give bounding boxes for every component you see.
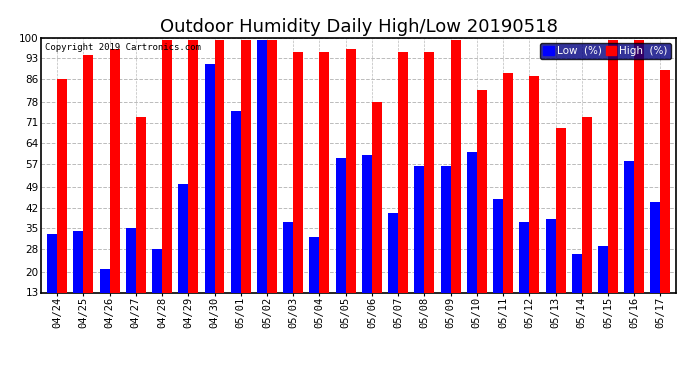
Bar bbox=[110, 49, 119, 292]
Bar bbox=[529, 76, 540, 292]
Bar bbox=[415, 166, 424, 292]
Bar bbox=[162, 40, 172, 292]
Bar bbox=[152, 249, 162, 292]
Bar bbox=[310, 237, 319, 292]
Bar bbox=[136, 117, 146, 292]
Bar bbox=[362, 155, 372, 292]
Bar bbox=[284, 222, 293, 292]
Bar bbox=[477, 90, 487, 292]
Bar bbox=[204, 64, 215, 292]
Text: Copyright 2019 Cartronics.com: Copyright 2019 Cartronics.com bbox=[45, 43, 201, 52]
Bar bbox=[572, 254, 582, 292]
Bar bbox=[388, 213, 398, 292]
Bar bbox=[555, 128, 566, 292]
Bar bbox=[424, 52, 434, 292]
Bar bbox=[73, 231, 83, 292]
Title: Outdoor Humidity Daily High/Low 20190518: Outdoor Humidity Daily High/Low 20190518 bbox=[160, 18, 558, 36]
Bar bbox=[598, 246, 608, 292]
Bar bbox=[651, 202, 660, 292]
Bar bbox=[241, 40, 250, 292]
Bar bbox=[503, 73, 513, 292]
Bar bbox=[546, 219, 555, 292]
Bar bbox=[293, 52, 303, 292]
Bar bbox=[47, 234, 57, 292]
Bar bbox=[336, 158, 346, 292]
Legend: Low  (%), High  (%): Low (%), High (%) bbox=[540, 43, 671, 59]
Bar bbox=[346, 49, 355, 292]
Bar bbox=[99, 269, 110, 292]
Bar bbox=[319, 52, 329, 292]
Bar bbox=[178, 184, 188, 292]
Bar bbox=[493, 199, 503, 292]
Bar bbox=[372, 102, 382, 292]
Bar bbox=[582, 117, 592, 292]
Bar bbox=[126, 228, 136, 292]
Bar bbox=[608, 40, 618, 292]
Bar bbox=[267, 40, 277, 292]
Bar bbox=[451, 40, 461, 292]
Bar bbox=[660, 70, 671, 292]
Bar bbox=[398, 52, 408, 292]
Bar bbox=[188, 40, 198, 292]
Bar bbox=[467, 152, 477, 292]
Bar bbox=[215, 40, 224, 292]
Bar bbox=[441, 166, 451, 292]
Bar bbox=[257, 40, 267, 292]
Bar bbox=[83, 55, 93, 292]
Bar bbox=[634, 40, 644, 292]
Bar bbox=[230, 111, 241, 292]
Bar bbox=[624, 160, 634, 292]
Bar bbox=[57, 78, 67, 292]
Bar bbox=[520, 222, 529, 292]
